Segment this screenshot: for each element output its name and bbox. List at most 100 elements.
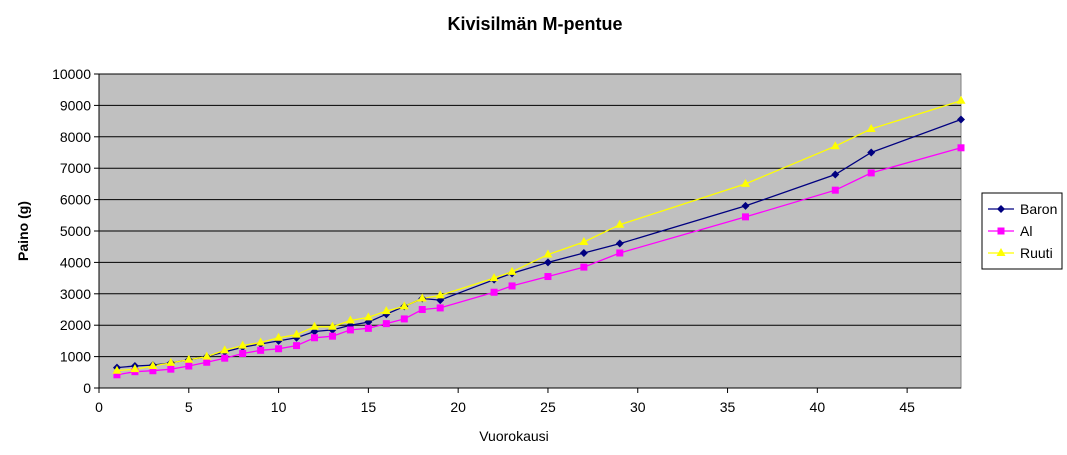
data-point-ruuti [274,332,284,341]
y-axis-title: Paino (g) [15,201,31,261]
data-point-ruuti [327,321,337,330]
data-point-al [490,288,498,296]
data-point-ruuti [345,315,355,324]
legend-label-baron: Baron [1020,201,1057,217]
y-tick-label: 9000 [60,97,91,113]
data-point-ruuti [112,365,122,374]
data-point-ruuti [741,178,750,187]
data-point-al [508,282,516,290]
data-point-al [382,320,390,328]
data-point-al [185,362,193,370]
data-point-al [149,367,157,375]
data-point-ruuti [866,123,876,132]
data-point-baron [957,115,965,124]
data-point-al [221,354,229,362]
data-point-baron [867,148,876,157]
legend-marker-baron [997,205,1005,213]
data-point-al [418,306,426,313]
data-point-al [257,346,265,354]
data-point-ruuti [956,95,966,104]
x-tick-label: 30 [630,399,646,415]
data-point-al [113,371,121,379]
data-point-ruuti [220,345,230,354]
data-point-al [831,186,839,194]
data-point-baron [615,239,624,248]
data-point-ruuti [381,306,391,315]
x-tick-label: 25 [540,399,556,415]
x-tick-label: 45 [899,399,915,415]
series-markers [112,95,966,379]
x-axis-title: Vuorokausi [479,428,549,444]
data-point-al [167,365,175,373]
data-point-ruuti [256,337,266,346]
data-point-al [293,342,301,350]
x-tick-label: 40 [810,399,826,415]
legend-label-al: Al [1020,223,1032,239]
data-point-ruuti [507,266,517,275]
data-point-ruuti [435,290,445,299]
data-point-al [400,315,408,323]
data-point-al [346,326,354,334]
data-point-al [328,332,336,340]
y-tick-label: 6000 [60,192,91,208]
data-point-ruuti [148,361,158,370]
x-tick-label: 10 [271,399,287,415]
data-point-al [742,213,749,221]
data-point-ruuti [292,329,302,338]
series-line-al [116,147,962,376]
x-axis: 0 5 10 15 20 25 30 35 40 45 [95,387,961,415]
legend-marker-ruuti [996,248,1006,256]
data-point-ruuti [310,321,319,330]
data-point-al [544,273,552,281]
x-tick-label: 35 [720,399,736,415]
y-tick-label: 5000 [60,223,91,239]
data-point-ruuti [363,312,373,321]
x-tick-label: 20 [450,399,466,415]
data-point-ruuti [238,340,248,349]
y-tick-label: 7000 [60,160,91,176]
data-point-al [957,144,965,152]
data-point-al [364,324,372,332]
data-point-baron [831,170,840,179]
data-point-al [580,263,588,271]
data-point-ruuti [399,301,409,310]
data-point-al [239,349,247,357]
data-point-al [436,304,444,312]
data-point-ruuti [579,236,589,245]
data-point-ruuti [184,354,194,363]
x-tick-label: 0 [95,399,103,415]
legend-label-ruuti: Ruuti [1020,245,1053,261]
y-axis: 0 1000 2000 3000 4000 5000 6000 7000 8000 9000 100… [52,66,100,396]
data-point-al [311,334,318,342]
x-tick-label: 5 [185,399,193,415]
data-point-baron [579,248,588,257]
data-point-ruuti [830,141,840,150]
legend-marker-al [997,227,1005,235]
data-point-al [203,358,211,366]
y-tick-label: 10000 [52,66,91,82]
y-tick-label: 4000 [60,254,91,270]
data-point-ruuti [166,357,176,366]
y-tick-label: 2000 [60,317,91,333]
data-point-al [616,249,624,257]
y-tick-label: 0 [83,380,91,396]
data-point-ruuti [417,293,427,302]
data-point-ruuti [543,249,553,258]
x-tick-label: 15 [361,399,377,415]
data-point-baron [543,258,552,267]
legend: Baron Al Ruuti [981,192,1063,270]
y-tick-label: 8000 [60,129,91,145]
data-point-ruuti [130,364,140,373]
series-line-ruuti [116,100,962,372]
data-point-ruuti [615,219,625,228]
data-point-baron [741,201,750,210]
series-lines [116,100,962,376]
y-tick-label: 1000 [60,349,91,365]
data-point-ruuti [202,351,212,360]
chart-title: Kivisilmän M-pentue [447,14,622,34]
y-tick-label: 3000 [60,286,91,302]
data-point-al [275,345,283,353]
data-point-ruuti [489,273,499,282]
data-point-al [867,169,875,177]
